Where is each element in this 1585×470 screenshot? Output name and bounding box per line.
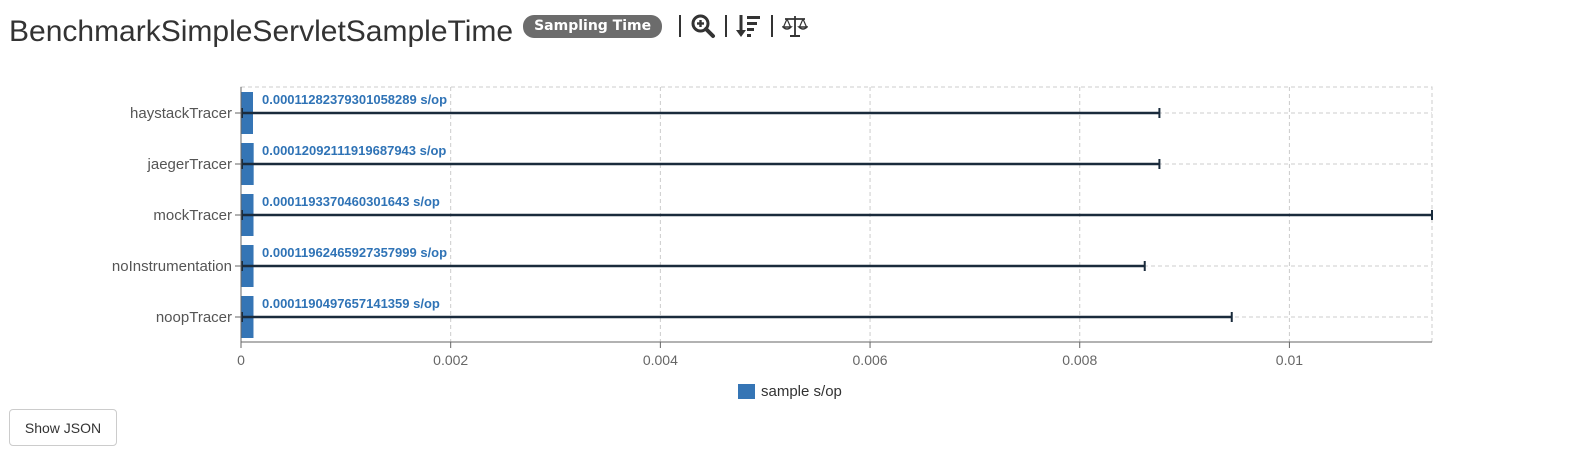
balance-icon[interactable] [782,13,809,39]
toolbar [670,13,809,39]
data-label: 0.0001193370460301643 s/op [262,194,440,209]
mode-badge: Sampling Time [523,15,663,38]
legend-label[interactable]: sample s/op [761,383,842,400]
data-label: 0.00012092111919687943 s/op [262,143,446,158]
sort-icon[interactable] [736,13,762,39]
divider [725,15,728,37]
x-tick-label: 0.004 [643,352,678,368]
y-tick-label: mockTracer [153,207,232,224]
data-label: 0.0001190497657141359 s/op [262,296,440,311]
x-tick-label: 0.002 [433,352,468,368]
show-json-button[interactable]: Show JSON [9,409,117,446]
x-tick-label: 0.01 [1276,352,1303,368]
y-tick-label: noopTracer [156,309,232,326]
y-tick-label: noInstrumentation [112,258,232,275]
page-title: BenchmarkSimpleServletSampleTime [9,15,514,48]
y-tick-label: haystackTracer [130,105,232,122]
zoom-icon[interactable] [690,13,716,39]
divider [679,15,682,37]
divider [771,15,774,37]
x-tick-label: 0 [237,352,245,368]
legend-swatch[interactable] [738,384,755,399]
x-tick-label: 0.006 [853,352,888,368]
data-label: 0.00011282379301058289 s/op [262,92,447,107]
chart-header: BenchmarkSimpleServletSampleTime Samplin… [9,12,809,52]
x-tick-label: 0.008 [1062,352,1097,368]
y-tick-label: jaegerTracer [147,156,232,173]
data-label: 0.00011962465927357999 s/op [262,245,447,260]
